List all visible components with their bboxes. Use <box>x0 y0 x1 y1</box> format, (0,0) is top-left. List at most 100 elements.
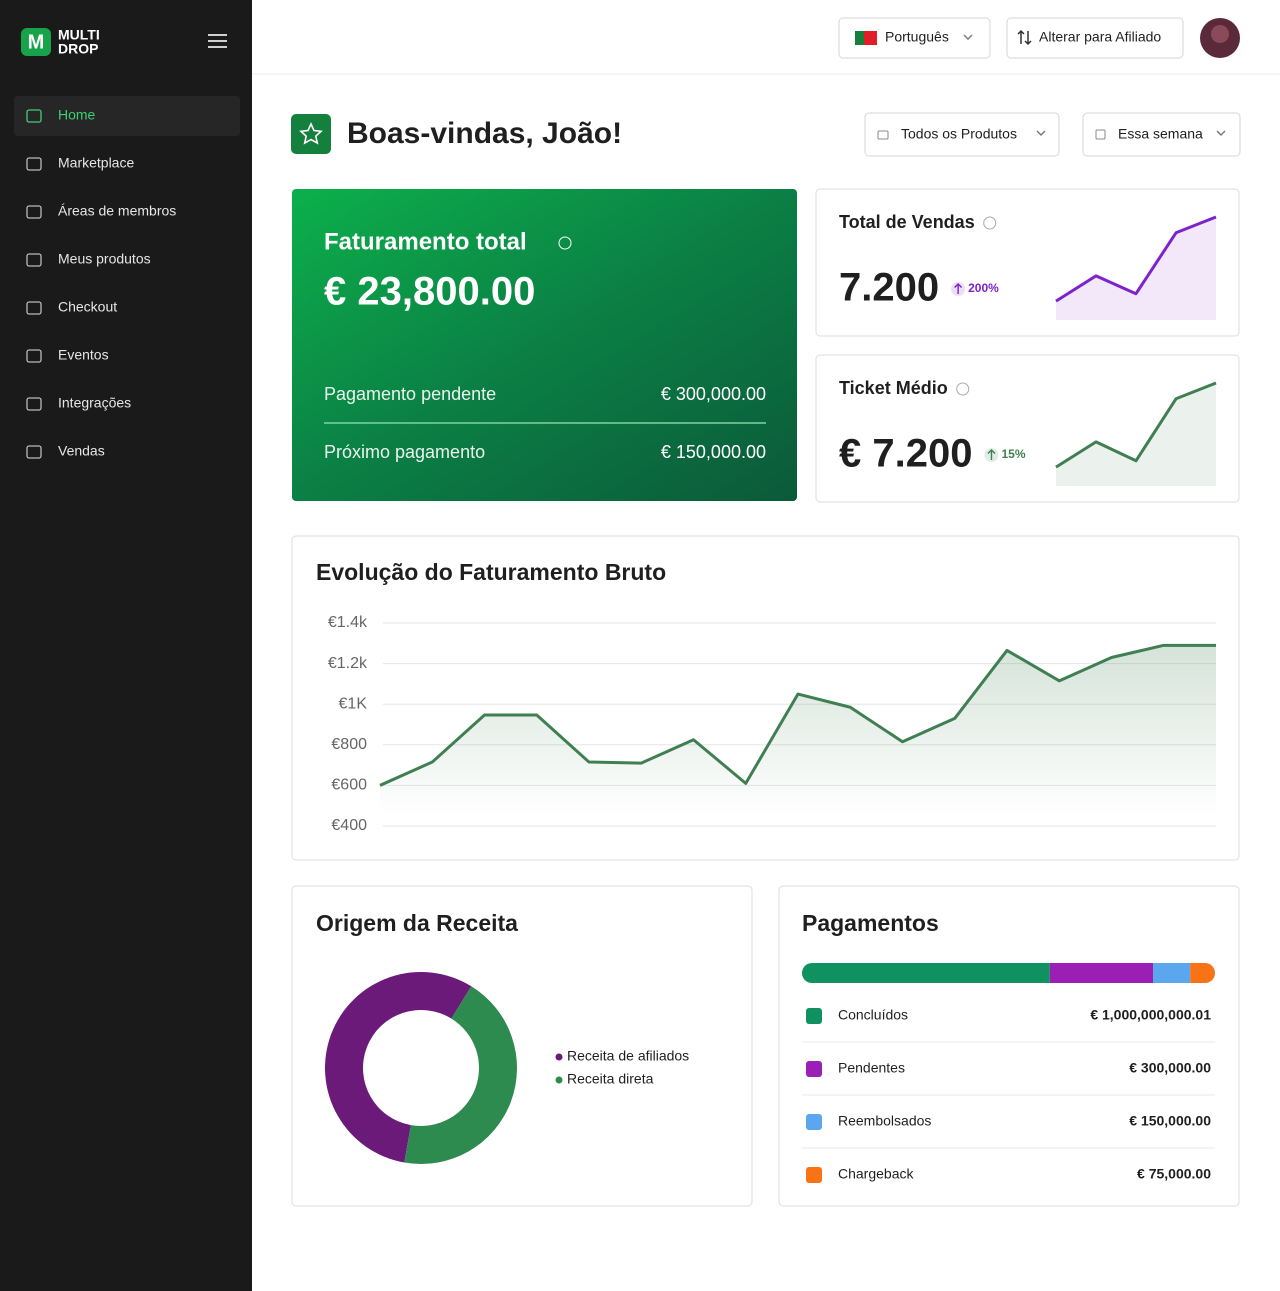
kpi-change: 200% <box>968 281 999 295</box>
sparkline-area <box>1056 217 1216 320</box>
nav-active-bg <box>14 96 240 136</box>
y-tick-label: €1.2k <box>328 655 368 672</box>
y-tick-label: €400 <box>331 817 367 834</box>
revenue-row-label: Pagamento pendente <box>324 384 496 404</box>
nav-label: Vendas <box>58 443 105 459</box>
product-filter[interactable]: Todos os Produtos <box>864 112 1060 157</box>
donut-slice <box>404 986 518 1164</box>
nav-item[interactable]: Home <box>14 96 240 136</box>
logo-text: MULTI <box>58 27 100 43</box>
nav-label: Marketplace <box>58 155 134 171</box>
nav-item[interactable]: Meus produtos <box>26 251 151 267</box>
nav-icon <box>26 445 42 459</box>
page-title: Boas-vindas, João! <box>347 117 622 150</box>
nav-icon <box>26 253 42 267</box>
line-area <box>380 645 1216 816</box>
payment-amount: € 75,000.00 <box>1137 1166 1211 1182</box>
payments-title: Pagamentos <box>802 910 939 936</box>
change-arrow <box>954 283 963 294</box>
nav-item[interactable]: Integrações <box>26 395 131 411</box>
y-tick-label: €1.4k <box>328 614 368 631</box>
info-icon[interactable] <box>983 216 997 230</box>
kpi-value: € 7.200 <box>839 432 972 476</box>
revenue-amount: € 23,800.00 <box>324 270 535 314</box>
sparkline <box>1055 215 1217 303</box>
line-chart: €1.4k €1.2k €1K €800 €600 €400 <box>328 614 1216 834</box>
payments-list: Concluídos € 1,000,000,000.01 Pendentes € 3… <box>802 963 1215 1183</box>
avatar-face <box>1211 25 1229 43</box>
payment-label: Pendentes <box>838 1060 905 1076</box>
chart-title: Origem da Receita <box>316 910 518 936</box>
payment-amount: € 150,000.00 <box>1129 1113 1211 1129</box>
nav-item[interactable]: Checkout <box>26 299 117 315</box>
change-arrow <box>987 449 996 460</box>
sidebar-nav: Home Marketplace Áreas de membros Meus prod… <box>14 96 240 459</box>
legend-square <box>806 1114 822 1130</box>
line-series <box>379 643 1216 787</box>
legend-label: Receita de afiliados <box>567 1048 689 1064</box>
nav-icon <box>26 205 42 219</box>
sparkline-area <box>1056 383 1216 486</box>
revenue-row-label: Próximo pagamento <box>324 442 485 462</box>
donut-slice <box>325 972 472 1163</box>
header-icon <box>291 114 331 154</box>
legend-label: Receita direta <box>567 1071 654 1087</box>
nav-label: Eventos <box>58 347 109 363</box>
revenue-title: Faturamento total <box>324 228 527 255</box>
payment-amount: € 1,000,000,000.01 <box>1090 1007 1211 1023</box>
y-tick-label: €1K <box>339 695 368 712</box>
info-icon[interactable] <box>558 236 572 250</box>
bar-segment <box>802 963 1050 983</box>
menu-toggle[interactable] <box>208 34 227 48</box>
nav-item[interactable]: Marketplace <box>26 155 134 171</box>
language-label: Português <box>885 29 949 45</box>
nav-icon <box>26 349 42 363</box>
logo-text: DROP <box>58 41 98 57</box>
nav-icon <box>26 109 42 123</box>
payment-amount: € 300,000.00 <box>1129 1060 1211 1076</box>
y-tick-label: €800 <box>331 736 367 753</box>
nav-label: Checkout <box>58 299 117 315</box>
progress-bar <box>802 963 1215 983</box>
legend-square <box>806 1167 822 1183</box>
bar-segment <box>1049 963 1154 983</box>
nav-label: Integrações <box>58 395 131 411</box>
filter-label: Essa semana <box>1118 126 1203 142</box>
kpi-cards: Total de Vendas 7.200 200% Ticket Médio € 7.… <box>815 188 1240 503</box>
info-icon[interactable] <box>956 382 970 396</box>
logo-badge <box>21 28 51 56</box>
period-filter[interactable]: Essa semana <box>1082 112 1241 157</box>
switch-button[interactable]: Alterar para Afiliado <box>1006 17 1184 59</box>
bar-segment <box>1190 963 1215 983</box>
nav-icon <box>26 397 42 411</box>
kpi-value: 7.200 <box>839 266 939 310</box>
language-select[interactable]: Português <box>838 17 991 59</box>
sidebar <box>0 0 252 1291</box>
kpi-card <box>815 354 1240 503</box>
nav-item[interactable]: Áreas de membros <box>26 203 176 219</box>
donut-chart: Receita de afiliados Receita direta <box>325 972 689 1164</box>
legend-square <box>806 1061 822 1077</box>
chart-title: Evolução do Faturamento Bruto <box>316 559 666 585</box>
legend-dot <box>555 1076 563 1084</box>
nav-item[interactable]: Eventos <box>26 347 109 363</box>
sparkline <box>1055 381 1217 469</box>
nav-label: Home <box>58 107 96 123</box>
kpi-title: Total de Vendas <box>839 212 975 232</box>
nav-label: Meus produtos <box>58 251 151 267</box>
revenue-row-value: € 150,000.00 <box>661 442 766 462</box>
y-tick-label: €600 <box>331 777 367 794</box>
filter-label: Todos os Produtos <box>901 126 1017 142</box>
kpi-card <box>815 188 1240 337</box>
logo-mark: M <box>28 31 45 53</box>
payment-label: Chargeback <box>838 1166 914 1182</box>
bar-segment <box>1153 963 1191 983</box>
kpi-title: Ticket Médio <box>839 378 948 398</box>
nav-item[interactable]: Vendas <box>26 443 105 459</box>
nav-icon <box>26 301 42 315</box>
legend-dot <box>555 1053 563 1061</box>
nav-label: Áreas de membros <box>58 203 176 219</box>
